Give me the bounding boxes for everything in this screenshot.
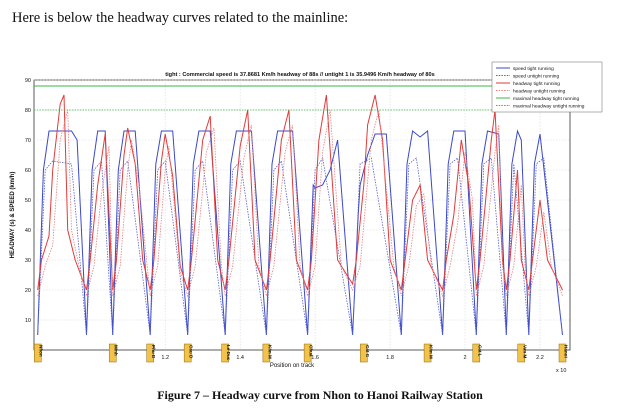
station-label: Phu D bbox=[151, 345, 156, 359]
legend-entry: maximal headway untight running bbox=[513, 103, 585, 109]
station-label: Nhon bbox=[39, 345, 44, 357]
y-tick-label: 30 bbox=[25, 258, 31, 264]
station-marker bbox=[221, 343, 229, 363]
series-line bbox=[37, 109, 563, 298]
y-tick-label: 40 bbox=[25, 228, 31, 234]
station-marker bbox=[108, 343, 117, 363]
x-tick-label: 2.2 bbox=[536, 355, 544, 361]
figure-caption: Figure 7 – Headway curve from Nhon to Ha… bbox=[157, 388, 483, 402]
station-label: Hanoi bbox=[564, 345, 569, 358]
station-marker bbox=[423, 343, 432, 363]
x-tick-label: 1.6 bbox=[311, 355, 319, 361]
station-label: Van M bbox=[522, 345, 527, 358]
station-marker bbox=[360, 343, 368, 363]
legend-entry: headway tight running bbox=[513, 81, 560, 87]
legend-entry: speed tight running bbox=[513, 66, 554, 72]
legend-entry: maximal headway tight running bbox=[513, 96, 579, 102]
station-label: Le Duc bbox=[226, 345, 231, 361]
x-axis: 1.2 1.4 1.6 1.8 2 2.2 bbox=[161, 355, 543, 361]
station-marker bbox=[146, 343, 154, 363]
station-marker bbox=[472, 343, 481, 363]
station-marker bbox=[183, 343, 192, 363]
legend-entry: headway untight running bbox=[513, 88, 566, 94]
x-axis-label: Position on track bbox=[270, 363, 315, 369]
station-label: Cat G bbox=[365, 345, 370, 358]
station-label: Chua bbox=[309, 345, 314, 357]
station-marker bbox=[303, 343, 312, 363]
y-tick-label: 10 bbox=[25, 318, 31, 324]
station-marker bbox=[262, 343, 271, 363]
y-axis: 10 20 30 40 50 60 70 80 90 bbox=[25, 78, 31, 324]
y-tick-label: 70 bbox=[25, 138, 31, 144]
y-axis-label: HEADWAY (s) & SPEED (km/h) bbox=[10, 172, 16, 259]
x-tick-label: 1.4 bbox=[236, 355, 244, 361]
y-tick-label: 60 bbox=[25, 168, 31, 174]
chart-title: tight : Commercial speed is 37.8681 Km/h… bbox=[165, 72, 435, 78]
plot-area bbox=[33, 79, 571, 351]
station-label: Kim M bbox=[267, 345, 272, 359]
station-labels: Nhon Minh Phu D Cau D Le Duc Kim M Chua Cat G Ki… bbox=[33, 343, 569, 363]
station-marker bbox=[33, 343, 42, 363]
legend-entry: speed untight running bbox=[513, 73, 559, 79]
x-tick-label: 1.2 bbox=[161, 355, 169, 361]
station-marker bbox=[517, 343, 526, 363]
station-marker bbox=[558, 343, 567, 363]
y-tick-label: 20 bbox=[25, 288, 31, 294]
x-tick-label: 1.8 bbox=[386, 355, 394, 361]
y-tick-label: 50 bbox=[25, 198, 31, 204]
x-exponent-label: x 10 bbox=[556, 368, 566, 374]
station-label: Cat L bbox=[477, 345, 482, 357]
y-tick-label: 80 bbox=[25, 108, 31, 114]
station-label: Minh bbox=[114, 345, 119, 356]
intro-text: Here is below the headway curves related… bbox=[12, 10, 349, 26]
station-label: Kim M bbox=[429, 345, 434, 359]
series-lines bbox=[34, 85, 570, 336]
series-line bbox=[37, 156, 563, 336]
station-label: Cau D bbox=[189, 345, 194, 359]
legend-box bbox=[491, 61, 603, 113]
y-tick-label: 90 bbox=[25, 78, 31, 84]
x-tick-label: 2 bbox=[464, 355, 467, 361]
